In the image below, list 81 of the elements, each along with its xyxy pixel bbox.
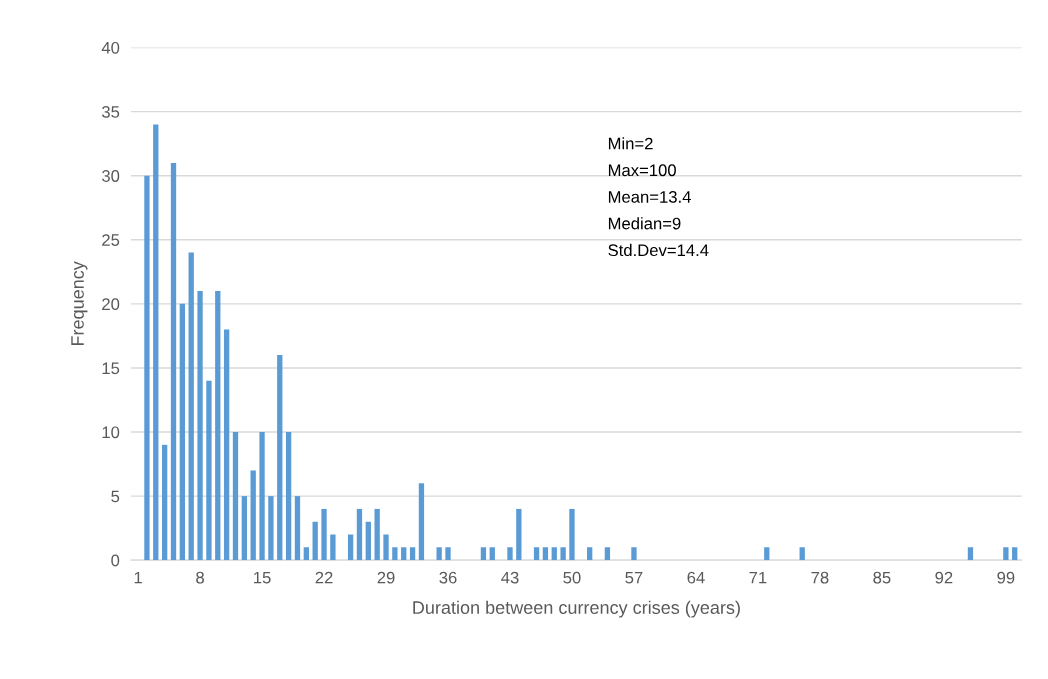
y-tick-label: 10 bbox=[102, 426, 120, 439]
bar bbox=[587, 547, 593, 561]
bar bbox=[480, 547, 487, 561]
bar bbox=[321, 508, 327, 561]
bar bbox=[551, 547, 557, 561]
x-tick-label: 29 bbox=[377, 571, 395, 584]
x-tick-label: 36 bbox=[439, 571, 457, 584]
annotation: Max=100 bbox=[608, 164, 676, 177]
y-tick-label: 5 bbox=[111, 490, 120, 503]
bar bbox=[409, 547, 416, 561]
bar bbox=[215, 291, 221, 561]
bar bbox=[533, 547, 540, 561]
x-tick-label: 1 bbox=[134, 571, 142, 584]
bar bbox=[799, 547, 805, 561]
x-tick-label: 64 bbox=[687, 571, 705, 584]
bar bbox=[206, 380, 212, 561]
y-tick-label: 20 bbox=[102, 298, 120, 311]
bar bbox=[401, 547, 407, 561]
bar bbox=[516, 508, 522, 561]
bar bbox=[631, 547, 637, 561]
x-tick-label: 99 bbox=[997, 571, 1015, 584]
bar bbox=[560, 547, 566, 561]
bar bbox=[294, 496, 301, 561]
annotation: Median=9 bbox=[608, 217, 681, 230]
bar bbox=[170, 162, 177, 561]
bar bbox=[268, 496, 274, 561]
x-tick-label: 15 bbox=[254, 571, 271, 584]
bar bbox=[179, 303, 186, 561]
annotation: Mean=13.4 bbox=[608, 191, 691, 203]
bar bbox=[232, 432, 239, 561]
bar bbox=[445, 547, 451, 561]
y-axis-title: Frequency bbox=[71, 261, 88, 346]
annotation: Std.Dev=14.4 bbox=[608, 243, 709, 257]
x-axis-title: Duration between currency crises (years) bbox=[413, 600, 740, 618]
bar bbox=[259, 432, 265, 561]
bar bbox=[542, 547, 549, 561]
bar bbox=[153, 124, 159, 561]
x-tick-label: 71 bbox=[749, 571, 767, 584]
bar bbox=[144, 175, 150, 561]
x-tick-label: 22 bbox=[315, 571, 333, 584]
y-tick-label: 40 bbox=[101, 41, 120, 54]
x-tick-label: 85 bbox=[873, 571, 891, 584]
bar bbox=[604, 547, 611, 561]
bar bbox=[347, 534, 354, 561]
bar bbox=[197, 291, 203, 561]
bar bbox=[392, 547, 398, 561]
x-tick-label: 50 bbox=[563, 571, 581, 584]
bar bbox=[188, 252, 194, 561]
x-tick-label: 92 bbox=[935, 571, 953, 584]
x-tick-label: 57 bbox=[625, 571, 643, 584]
bar bbox=[374, 508, 380, 561]
bar bbox=[223, 329, 230, 561]
bar bbox=[764, 547, 770, 561]
bar bbox=[356, 508, 363, 561]
bar bbox=[418, 483, 425, 561]
bar bbox=[365, 521, 371, 561]
bar bbox=[489, 547, 495, 561]
annotation: Min=2 bbox=[608, 137, 653, 150]
bar bbox=[312, 521, 318, 561]
bar bbox=[241, 496, 247, 561]
bar bbox=[161, 444, 168, 561]
x-tick-label: 78 bbox=[811, 571, 829, 584]
bar bbox=[303, 547, 309, 561]
x-tick-label: 8 bbox=[196, 571, 204, 584]
bar bbox=[250, 470, 256, 561]
y-tick-label: 25 bbox=[102, 234, 120, 246]
bar bbox=[383, 534, 389, 561]
y-tick-label: 30 bbox=[101, 170, 120, 182]
y-tick-label: 0 bbox=[111, 554, 120, 567]
x-tick-label: 43 bbox=[501, 571, 519, 584]
bar bbox=[1012, 547, 1018, 561]
y-tick-label: 35 bbox=[101, 106, 120, 118]
bar bbox=[436, 547, 442, 561]
y-tick-label: 15 bbox=[102, 362, 120, 375]
bar bbox=[967, 547, 974, 561]
bar bbox=[330, 534, 336, 561]
bar bbox=[569, 508, 575, 561]
bar bbox=[277, 355, 283, 561]
bar bbox=[1003, 547, 1009, 561]
bar bbox=[285, 432, 292, 561]
bar bbox=[507, 547, 513, 561]
